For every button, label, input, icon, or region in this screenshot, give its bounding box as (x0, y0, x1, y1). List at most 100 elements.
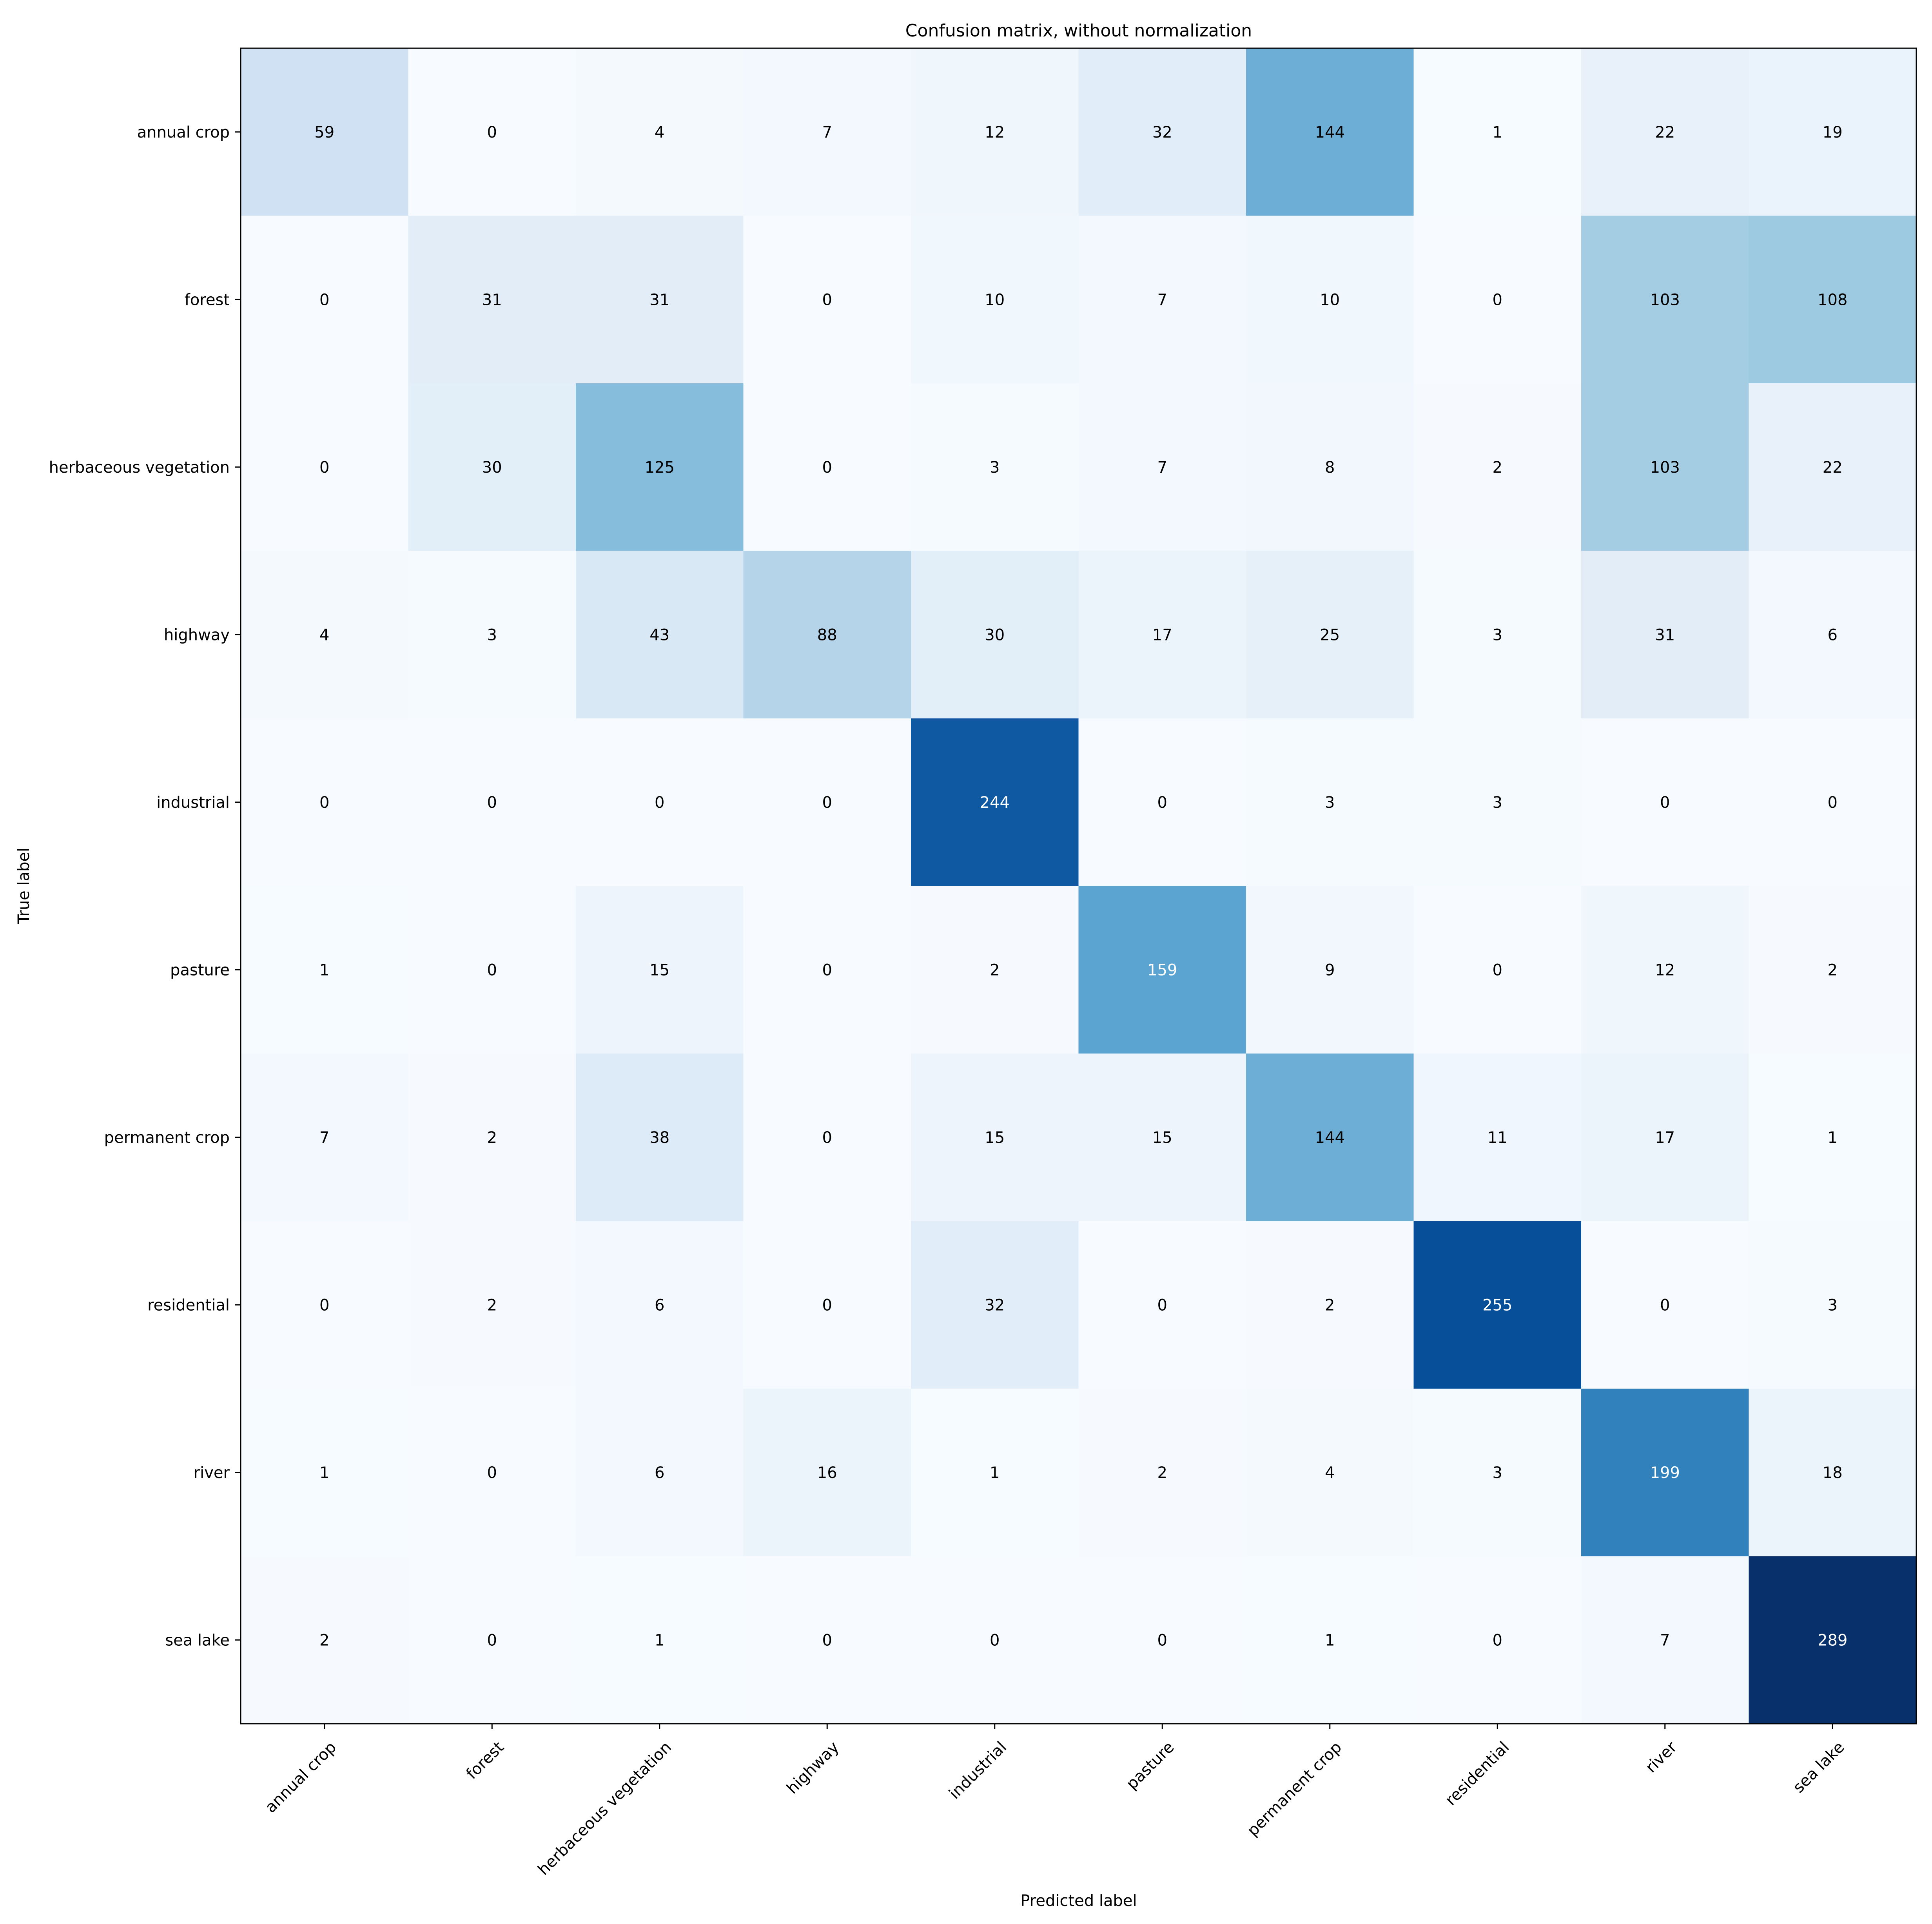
heatmap-cell-label: 1 (990, 1464, 1000, 1482)
heatmap-cell (1413, 48, 1582, 216)
heatmap-cell (1581, 718, 1749, 886)
heatmap-cell-label: 9 (1325, 961, 1335, 979)
heatmap-cell-label: 31 (1655, 626, 1675, 644)
heatmap-cell-label: 16 (817, 1464, 837, 1482)
heatmap-cell (1413, 1054, 1582, 1221)
heatmap-cell-label: 0 (822, 1631, 832, 1649)
heatmap-cell (1413, 383, 1582, 551)
heatmap-cell-label: 0 (319, 291, 329, 309)
heatmap-cell (576, 1556, 744, 1724)
plot-frame (240, 47, 1917, 1725)
heatmap-cell-label: 244 (980, 794, 1010, 812)
heatmap-cell-label: 11 (1488, 1129, 1508, 1147)
heatmap-cell-label: 30 (482, 459, 502, 477)
heatmap-cell (1246, 551, 1414, 719)
heatmap-cell (576, 1221, 744, 1389)
y-tick-label: herbaceous vegetation (49, 459, 230, 477)
heatmap-cell (576, 1054, 744, 1221)
heatmap-cell-label: 0 (822, 291, 832, 309)
heatmap-cell (1413, 718, 1582, 886)
heatmap-cell-label: 10 (1320, 291, 1340, 309)
heatmap-cell-label: 12 (1655, 961, 1675, 979)
heatmap-cell (911, 1221, 1079, 1389)
heatmap-cell-label: 2 (990, 961, 1000, 979)
heatmap-cell (1581, 383, 1749, 551)
heatmap-cell (576, 1389, 744, 1556)
heatmap-cell-label: 7 (1660, 1631, 1670, 1649)
heatmap-cell (408, 1221, 576, 1389)
heatmap-cell (1749, 48, 1917, 216)
heatmap-cell (1749, 383, 1917, 551)
y-tick-label: highway (164, 626, 230, 644)
heatmap-cell-label: 15 (649, 961, 669, 979)
heatmap-cell (408, 718, 576, 886)
x-axis-label: Predicted label (1020, 1892, 1137, 1910)
heatmap-cell-label: 2 (487, 1129, 497, 1147)
heatmap-cell (1246, 383, 1414, 551)
heatmap-cell (743, 886, 911, 1054)
heatmap-cell (1581, 1389, 1749, 1556)
heatmap-cell (743, 1054, 911, 1221)
heatmap-cell-label: 2 (1828, 961, 1838, 979)
heatmap-cell-label: 0 (1828, 794, 1838, 812)
heatmap-cell-label: 0 (655, 794, 664, 812)
heatmap-cell-label: 0 (319, 1296, 329, 1314)
heatmap-cell-label: 32 (985, 1296, 1005, 1314)
heatmap-cell (1749, 1054, 1917, 1221)
heatmap-cell (241, 886, 408, 1054)
heatmap-cell (911, 216, 1079, 384)
heatmap-cell-label: 22 (1655, 123, 1675, 141)
heatmap-cell (408, 886, 576, 1054)
heatmap-cell (1749, 1556, 1917, 1724)
heatmap-cell (1581, 1556, 1749, 1724)
heatmap-cell-label: 18 (1823, 1464, 1843, 1482)
heatmap-cell-label: 255 (1482, 1296, 1512, 1314)
y-tick-label: industrial (156, 794, 230, 812)
heatmap-cell (576, 383, 744, 551)
heatmap-cell (1581, 551, 1749, 719)
heatmap-cell-label: 25 (1320, 626, 1340, 644)
heatmap-cell-label: 103 (1650, 459, 1680, 477)
heatmap-cell-label: 3 (1493, 626, 1502, 644)
heatmap-cell-label: 0 (990, 1631, 1000, 1649)
heatmap-cell-label: 15 (1152, 1129, 1172, 1147)
heatmap-cell-label: 10 (985, 291, 1005, 309)
heatmap-cell (408, 383, 576, 551)
heatmap-cell (1413, 1389, 1582, 1556)
heatmap-cell (241, 216, 408, 384)
y-tick-label: sea lake (165, 1631, 230, 1649)
heatmap-cell-label: 1 (1325, 1631, 1335, 1649)
heatmap-cell-label: 0 (487, 1464, 497, 1482)
heatmap-cell-label: 144 (1315, 123, 1345, 141)
heatmap-cell-label: 31 (649, 291, 669, 309)
heatmap-cell (1749, 718, 1917, 886)
heatmap-cell (1749, 1221, 1917, 1389)
heatmap-cell (1246, 1556, 1414, 1724)
heatmap-cell-label: 108 (1818, 291, 1847, 309)
heatmap-cell-label: 0 (319, 794, 329, 812)
heatmap-cell (241, 1054, 408, 1221)
heatmap-cell-label: 103 (1650, 291, 1680, 309)
heatmap-cell (743, 48, 911, 216)
heatmap-cell-label: 1 (1828, 1129, 1838, 1147)
heatmap-cell (1246, 216, 1414, 384)
heatmap-cell (408, 551, 576, 719)
y-tick-label: pasture (170, 961, 230, 979)
heatmap-cell (1078, 1556, 1246, 1724)
y-axis-ticks: annual crop forest herbaceous vegetation hi… (49, 123, 241, 1649)
heatmap-cell (241, 718, 408, 886)
heatmap-cell (743, 383, 911, 551)
heatmap-cell-label: 0 (1157, 1631, 1167, 1649)
heatmap-cell (1246, 1054, 1414, 1221)
heatmap-cell (241, 48, 408, 216)
heatmap-cell (1581, 48, 1749, 216)
heatmap-cell-label: 0 (1493, 961, 1502, 979)
heatmap-cell-label: 0 (1493, 1631, 1502, 1649)
heatmap-cell (241, 551, 408, 719)
heatmap-cell-label: 0 (822, 794, 832, 812)
heatmap-cell-label: 0 (1157, 1296, 1167, 1314)
heatmap-cell-label: 43 (649, 626, 669, 644)
heatmap-cell-label: 7 (822, 123, 832, 141)
heatmap-cell-label: 0 (487, 1631, 497, 1649)
